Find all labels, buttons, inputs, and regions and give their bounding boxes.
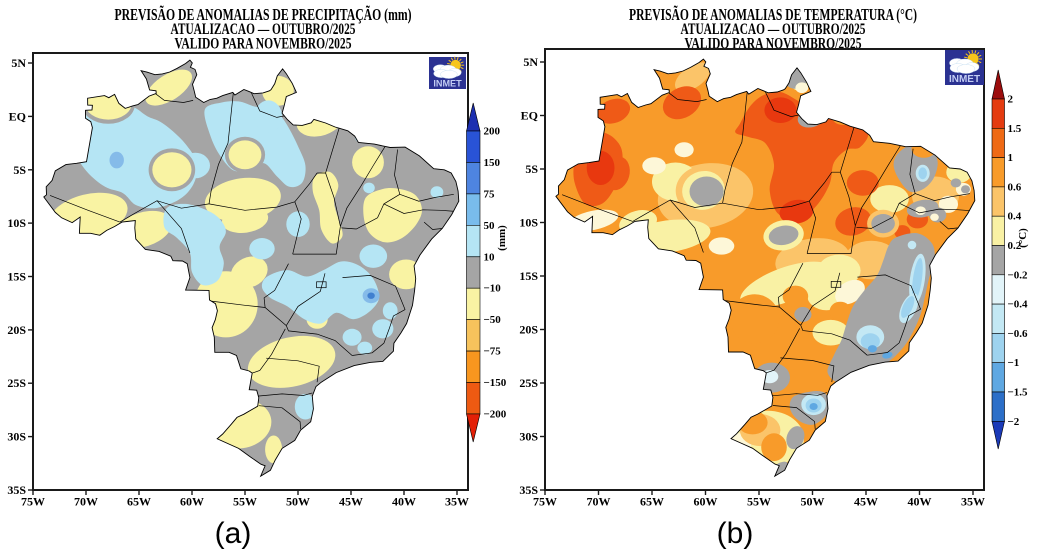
svg-text:5S: 5S [13,163,26,177]
svg-text:−0.2: −0.2 [1008,269,1029,281]
svg-text:VALIDO PARA NOVEMBRO/2025: VALIDO PARA NOVEMBRO/2025 [175,36,352,53]
svg-text:40W: 40W [908,495,932,509]
svg-text:EQ: EQ [521,109,538,123]
svg-text:50W: 50W [801,495,825,509]
svg-text:1.5: 1.5 [1008,123,1022,135]
svg-text:50: 50 [484,220,496,232]
svg-text:55W: 55W [233,495,257,509]
svg-text:PREVISÃO DE ANOMALIAS DE PRECI: PREVISÃO DE ANOMALIAS DE PRECIPITAÇÃO (m… [115,5,412,24]
svg-text:(°C): (°C) [1017,228,1029,248]
svg-text:75W: 75W [21,495,45,509]
svg-text:15S: 15S [519,269,538,283]
svg-text:45W: 45W [339,495,363,509]
svg-text:10S: 10S [7,216,26,230]
svg-text:0.6: 0.6 [1008,181,1022,193]
svg-text:(a): (a) [215,517,252,550]
svg-text:75W: 75W [533,495,557,509]
svg-text:70W: 70W [587,495,611,509]
svg-text:35W: 35W [445,495,469,509]
svg-text:ATUALIZACAO — OUTUBRO/2025: ATUALIZACAO — OUTUBRO/2025 [681,21,866,38]
svg-text:5N: 5N [11,56,26,70]
svg-text:−75: −75 [484,346,502,358]
svg-text:75: 75 [484,188,496,200]
svg-text:45W: 45W [854,495,878,509]
svg-text:200: 200 [484,126,501,138]
svg-text:−150: −150 [484,377,507,389]
svg-text:−0.4: −0.4 [1008,299,1029,311]
svg-text:ATUALIZACAO — OUTUBRO/2025: ATUALIZACAO — OUTUBRO/2025 [171,21,356,38]
svg-text:25S: 25S [7,376,26,390]
svg-text:10S: 10S [519,216,538,230]
svg-text:(b): (b) [717,517,754,550]
svg-text:35S: 35S [7,483,26,497]
svg-text:30S: 30S [7,430,26,444]
svg-text:35W: 35W [961,495,985,509]
svg-text:5S: 5S [525,162,538,176]
svg-text:−2: −2 [1008,416,1020,428]
svg-text:70W: 70W [74,495,98,509]
svg-text:55W: 55W [747,495,771,509]
svg-text:65W: 65W [127,495,151,509]
svg-text:0.2: 0.2 [1008,240,1022,252]
svg-text:40W: 40W [392,495,416,509]
svg-text:150: 150 [484,157,501,169]
svg-text:35S: 35S [519,483,538,497]
svg-text:1: 1 [1008,152,1014,164]
svg-text:2: 2 [1008,94,1014,106]
svg-text:INMET: INMET [433,78,462,88]
svg-text:20S: 20S [519,323,538,337]
svg-text:25S: 25S [519,376,538,390]
svg-text:5N: 5N [523,55,538,69]
svg-text:−10: −10 [484,283,502,295]
svg-text:60W: 60W [180,495,204,509]
svg-text:−200: −200 [484,409,507,421]
svg-text:INMET: INMET [949,74,980,85]
svg-text:30S: 30S [519,430,538,444]
svg-text:−50: −50 [484,314,502,326]
svg-text:−1.5: −1.5 [1008,387,1029,399]
svg-text:PREVISÃO DE ANOMALIAS DE TEMPE: PREVISÃO DE ANOMALIAS DE TEMPERATURA (°C… [629,5,917,24]
svg-text:50W: 50W [286,495,310,509]
svg-text:EQ: EQ [9,109,26,123]
svg-text:0.4: 0.4 [1008,211,1022,223]
svg-text:10: 10 [484,251,496,263]
svg-text:−0.6: −0.6 [1008,328,1029,340]
svg-text:−1: −1 [1008,357,1020,369]
svg-text:(mm): (mm) [496,225,508,251]
svg-text:60W: 60W [694,495,718,509]
svg-text:15S: 15S [7,270,26,284]
svg-text:65W: 65W [640,495,664,509]
svg-text:20S: 20S [7,323,26,337]
